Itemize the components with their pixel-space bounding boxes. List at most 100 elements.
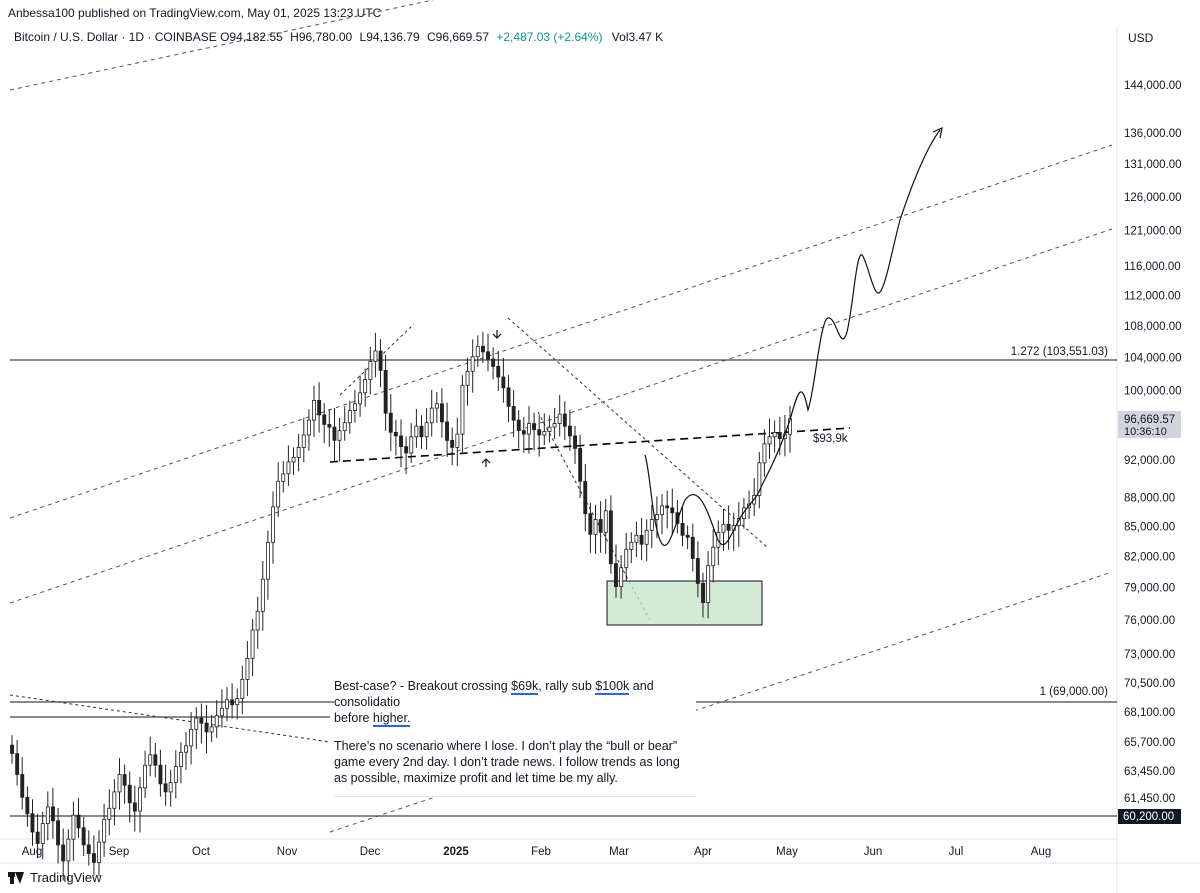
candle-body [470, 356, 475, 372]
candle-body [168, 782, 173, 793]
candle-body [496, 365, 501, 378]
price-tick-label: 104,000.00 [1124, 353, 1182, 365]
note-text: Best-case? - Breakout crossing [334, 679, 512, 693]
price-axis[interactable]: 144,000.00 136,000.00 131,000.00 126,000.00… [1124, 80, 1182, 805]
candle-body [757, 462, 762, 496]
symbol-name[interactable]: Bitcoin / U.S. Dollar · 1D · COINBASE [14, 30, 217, 44]
candle-body [97, 841, 101, 863]
candle-body [777, 431, 782, 439]
candle-body [184, 745, 188, 753]
candle-body [363, 379, 368, 394]
candle-body [20, 774, 25, 798]
candle-body [327, 424, 332, 428]
candle-body [475, 345, 480, 358]
candle-body [511, 405, 516, 421]
note-highlight-100k: $100k [595, 679, 630, 695]
candle-body [614, 563, 618, 587]
candle-body [342, 422, 347, 432]
candle-body [388, 412, 393, 433]
candle-body [460, 384, 465, 435]
time-tick-label: Sep [109, 846, 129, 858]
candle-body [153, 754, 158, 766]
channel-line-3 [9, 228, 1113, 604]
candle-body [742, 507, 746, 519]
candle-body [619, 567, 624, 587]
price-tick-label: 126,000.00 [1124, 192, 1182, 204]
candle-body [583, 480, 588, 515]
candle-body [690, 536, 695, 559]
candle-body [337, 430, 342, 441]
tradingview-logo-icon [8, 871, 24, 884]
symbol-header: Bitcoin / U.S. Dollar · 1D · COINBASE O9… [14, 30, 667, 44]
time-tick-label: Dec [360, 846, 381, 858]
candle-body [45, 806, 50, 825]
candle-body [660, 505, 664, 515]
candle-body [245, 658, 250, 680]
candle-body [173, 766, 178, 783]
time-axis[interactable]: Aug Sep Oct Nov Dec 2025 Feb Mar Apr May Jun Jul Aug [22, 846, 1051, 858]
candle-body [143, 764, 147, 789]
candle-body [593, 519, 598, 535]
candle-body [301, 434, 306, 448]
footer-brand[interactable]: TradingView [30, 870, 102, 885]
price-tick-label: 121,000.00 [1124, 226, 1182, 238]
candle-body [76, 814, 81, 829]
time-tick-label: 2025 [443, 846, 469, 858]
candle-body [347, 410, 352, 424]
candle-body [281, 473, 286, 482]
candle-body [276, 480, 281, 508]
candle-body [122, 774, 127, 786]
note-divider [334, 796, 696, 797]
currency-selector[interactable]: USD [1128, 31, 1154, 45]
time-tick-label: Nov [277, 846, 298, 858]
note-highlight-69k: $69k [511, 679, 539, 695]
note-text: , rally sub [538, 679, 596, 693]
price-tick-label: 88,000.00 [1124, 492, 1175, 504]
price-tick-label: 65,700.00 [1124, 737, 1175, 749]
open-value: 94,182.55 [229, 30, 283, 44]
candle-body [265, 541, 270, 580]
candle-body [404, 446, 409, 454]
candle-body [209, 726, 214, 733]
price-tick-label: 70,500.00 [1124, 678, 1175, 690]
candle-body [762, 443, 767, 464]
candle-body [409, 436, 414, 454]
candle-body [706, 565, 711, 604]
candle-body [588, 513, 593, 535]
candle-body [695, 558, 700, 584]
candle-body [102, 819, 107, 843]
candle-body [112, 791, 117, 809]
candle-body [178, 751, 183, 767]
candle-body [552, 423, 557, 428]
candle-body [665, 505, 670, 509]
candle-body [317, 399, 322, 416]
candle-body [127, 784, 132, 804]
candle-body [66, 838, 71, 862]
candle-body [680, 523, 685, 536]
candle-body [373, 350, 378, 362]
candle-body [199, 717, 204, 724]
candle-body [86, 844, 91, 855]
candle-body [465, 370, 470, 386]
candle-body [721, 524, 726, 533]
candle-body [532, 423, 536, 431]
candle-body [608, 510, 613, 565]
projection-arrowhead [932, 126, 943, 139]
candle-body [204, 722, 209, 733]
candle-body [557, 413, 562, 425]
channel-line-1 [9, 0, 434, 91]
candle-body [40, 823, 45, 844]
candle-body [603, 510, 608, 533]
time-tick-label: Jun [864, 846, 883, 858]
price-tick-label: 116,000.00 [1124, 261, 1181, 273]
high-label: H [290, 30, 299, 44]
candle-body [772, 431, 777, 438]
candle-body [71, 814, 76, 840]
wedge-upper-feb [507, 317, 769, 549]
candle-body [189, 729, 194, 747]
candle-body [30, 813, 35, 833]
current-price-label: 96,669.57 [1124, 414, 1175, 426]
candle-body [291, 456, 296, 463]
candle-body [148, 754, 153, 766]
